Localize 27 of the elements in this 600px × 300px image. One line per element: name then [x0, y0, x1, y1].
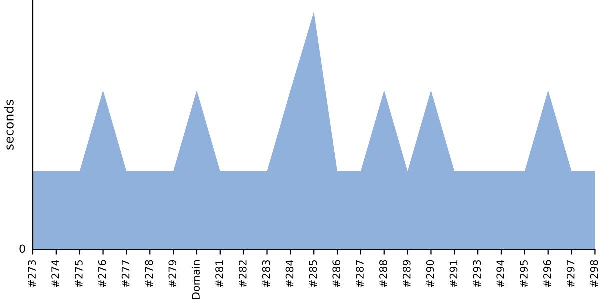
x-tick-label: #295: [520, 260, 528, 288]
x-tick-label: #273: [28, 260, 36, 288]
x-tick-label: #293: [473, 260, 482, 288]
x-tick-label: #291: [450, 260, 458, 288]
x-tick-label: #276: [98, 260, 106, 288]
x-tick-label: #294: [496, 260, 505, 288]
x-tick-label: #285: [309, 260, 318, 288]
x-tick-label: #287: [356, 260, 364, 288]
x-tick-label: #284: [286, 260, 294, 288]
x-tick-label: #296: [543, 260, 552, 288]
x-tick-label: #283: [262, 260, 270, 288]
text: 0: [20, 244, 26, 254]
x-tick-label: #278: [145, 260, 154, 288]
x-tick-label: #277: [122, 260, 130, 288]
x-tick-label: #279: [168, 260, 177, 288]
x-tick-label: #297: [566, 260, 575, 288]
y-axis-title: seconds: [4, 100, 14, 150]
x-tick-label: #288: [380, 260, 388, 288]
x-tick-label: #282: [238, 260, 247, 288]
x-tick-label: #289: [402, 260, 411, 288]
x-tick-label: #274: [52, 260, 60, 288]
x-tick-label: #290: [426, 260, 434, 288]
x-tick-label: #275: [74, 260, 83, 288]
x-tick-label: #281: [216, 260, 224, 288]
x-tick-label: #286: [332, 260, 341, 288]
x-tick-label: #298: [590, 260, 598, 288]
x-tick-label: Domain: [192, 260, 200, 300]
